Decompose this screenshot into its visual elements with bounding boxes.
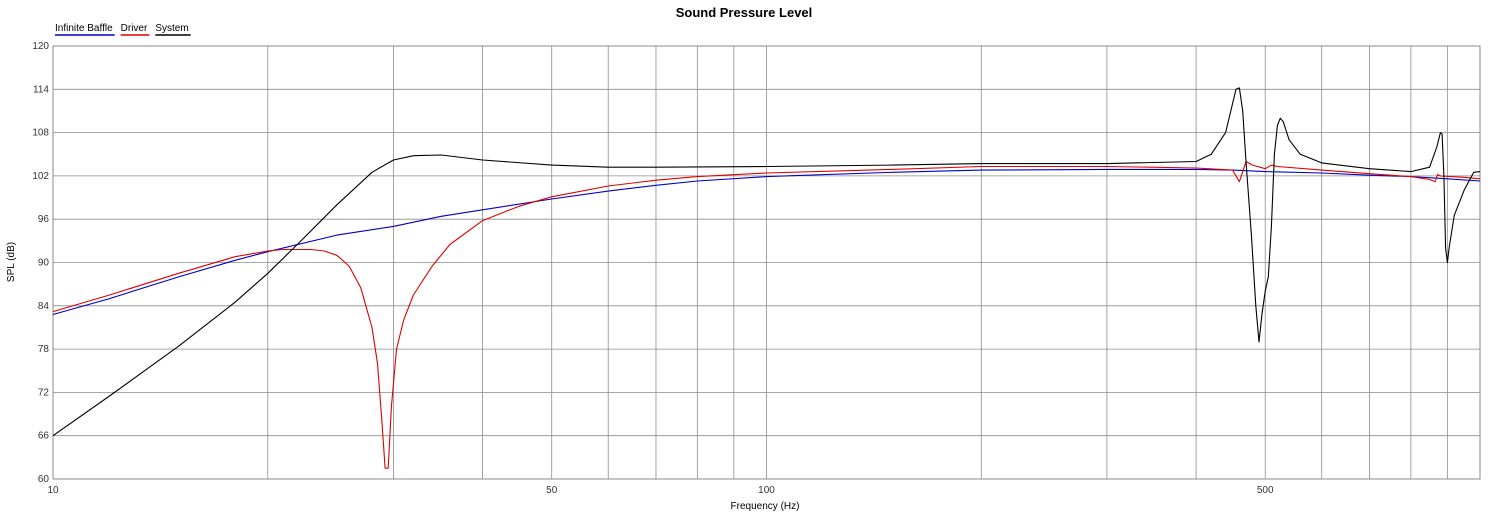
y-tick-label: 102 xyxy=(32,171,49,182)
y-tick-label: 60 xyxy=(38,474,50,485)
legend-entry: Infinite Baffle xyxy=(55,23,113,34)
legend-entry: Driver xyxy=(121,23,148,34)
x-tick-label: 50 xyxy=(546,485,558,496)
series-line-system xyxy=(52,87,1481,437)
y-tick-label: 66 xyxy=(38,431,50,442)
series-line-driver xyxy=(52,160,1481,469)
y-axis-label: SPL (dB) xyxy=(6,242,17,282)
y-tick-label: 108 xyxy=(32,128,49,139)
x-tick-label: 500 xyxy=(1257,485,1274,496)
y-tick-label: 90 xyxy=(38,258,50,269)
y-tick-label: 120 xyxy=(32,41,49,52)
y-tick-label: 78 xyxy=(38,344,50,355)
y-tick-label: 114 xyxy=(33,84,49,95)
grid xyxy=(52,45,1481,480)
y-tick-label: 96 xyxy=(38,214,50,225)
series-lines xyxy=(52,87,1481,469)
y-tick-label: 72 xyxy=(38,387,50,398)
series-line-infinite-baffle xyxy=(52,168,1481,316)
legend: Infinite Baffle Driver System xyxy=(55,23,191,36)
x-tick-labels: 10 50 100 500 xyxy=(47,485,1274,496)
x-tick-label: 100 xyxy=(758,485,775,496)
x-axis-label: Frequency (Hz) xyxy=(731,501,800,512)
x-tick-label: 10 xyxy=(47,485,59,496)
y-tick-labels: 60 66 72 78 84 90 96 102 108 114 120 xyxy=(32,41,49,485)
y-tick-label: 84 xyxy=(38,301,50,312)
legend-entry: System xyxy=(155,23,188,34)
chart-title: Sound Pressure Level xyxy=(676,5,813,20)
